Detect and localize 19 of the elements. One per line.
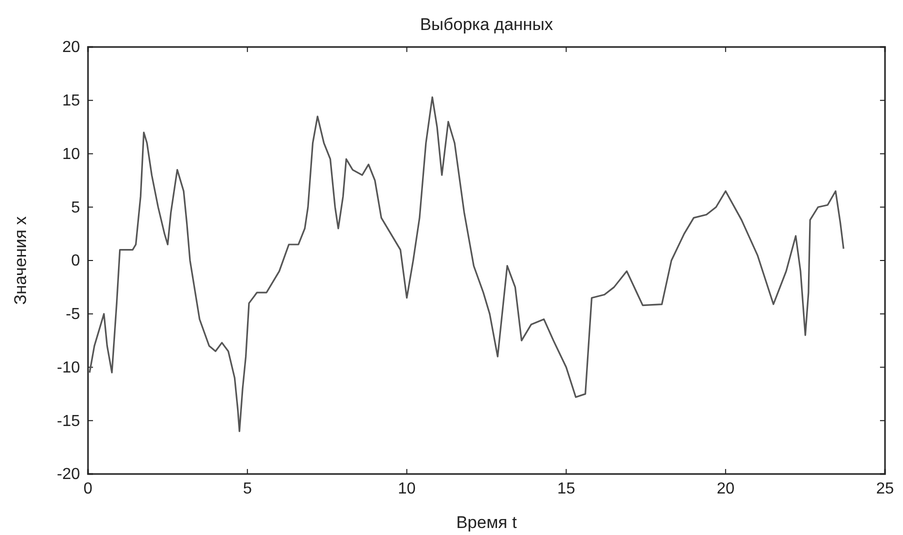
y-tick-label: -15 (56, 412, 80, 430)
y-tick-label: 15 (62, 92, 80, 110)
x-tick-label: 10 (398, 480, 416, 498)
x-tick-label: 25 (876, 480, 894, 498)
y-tick-label: -5 (66, 306, 80, 323)
x-tick-label: 5 (242, 480, 252, 498)
y-tick-label: 20 (62, 39, 80, 56)
chart-title: Выборка данных (420, 15, 554, 34)
y-tick-label: 0 (71, 252, 80, 270)
line-series (88, 96, 844, 432)
x-tick-label: 15 (557, 480, 576, 498)
y-tick-label: -10 (56, 359, 80, 376)
y-axis-title: Значения x (11, 216, 30, 305)
x-tick-label: 0 (84, 480, 93, 498)
y-tick-label: 10 (62, 146, 80, 163)
x-tick-label: 20 (716, 480, 735, 498)
y-tick-label: -20 (56, 466, 80, 484)
x-axis-title: Время t (456, 513, 518, 532)
y-tick-label: 5 (71, 199, 80, 216)
